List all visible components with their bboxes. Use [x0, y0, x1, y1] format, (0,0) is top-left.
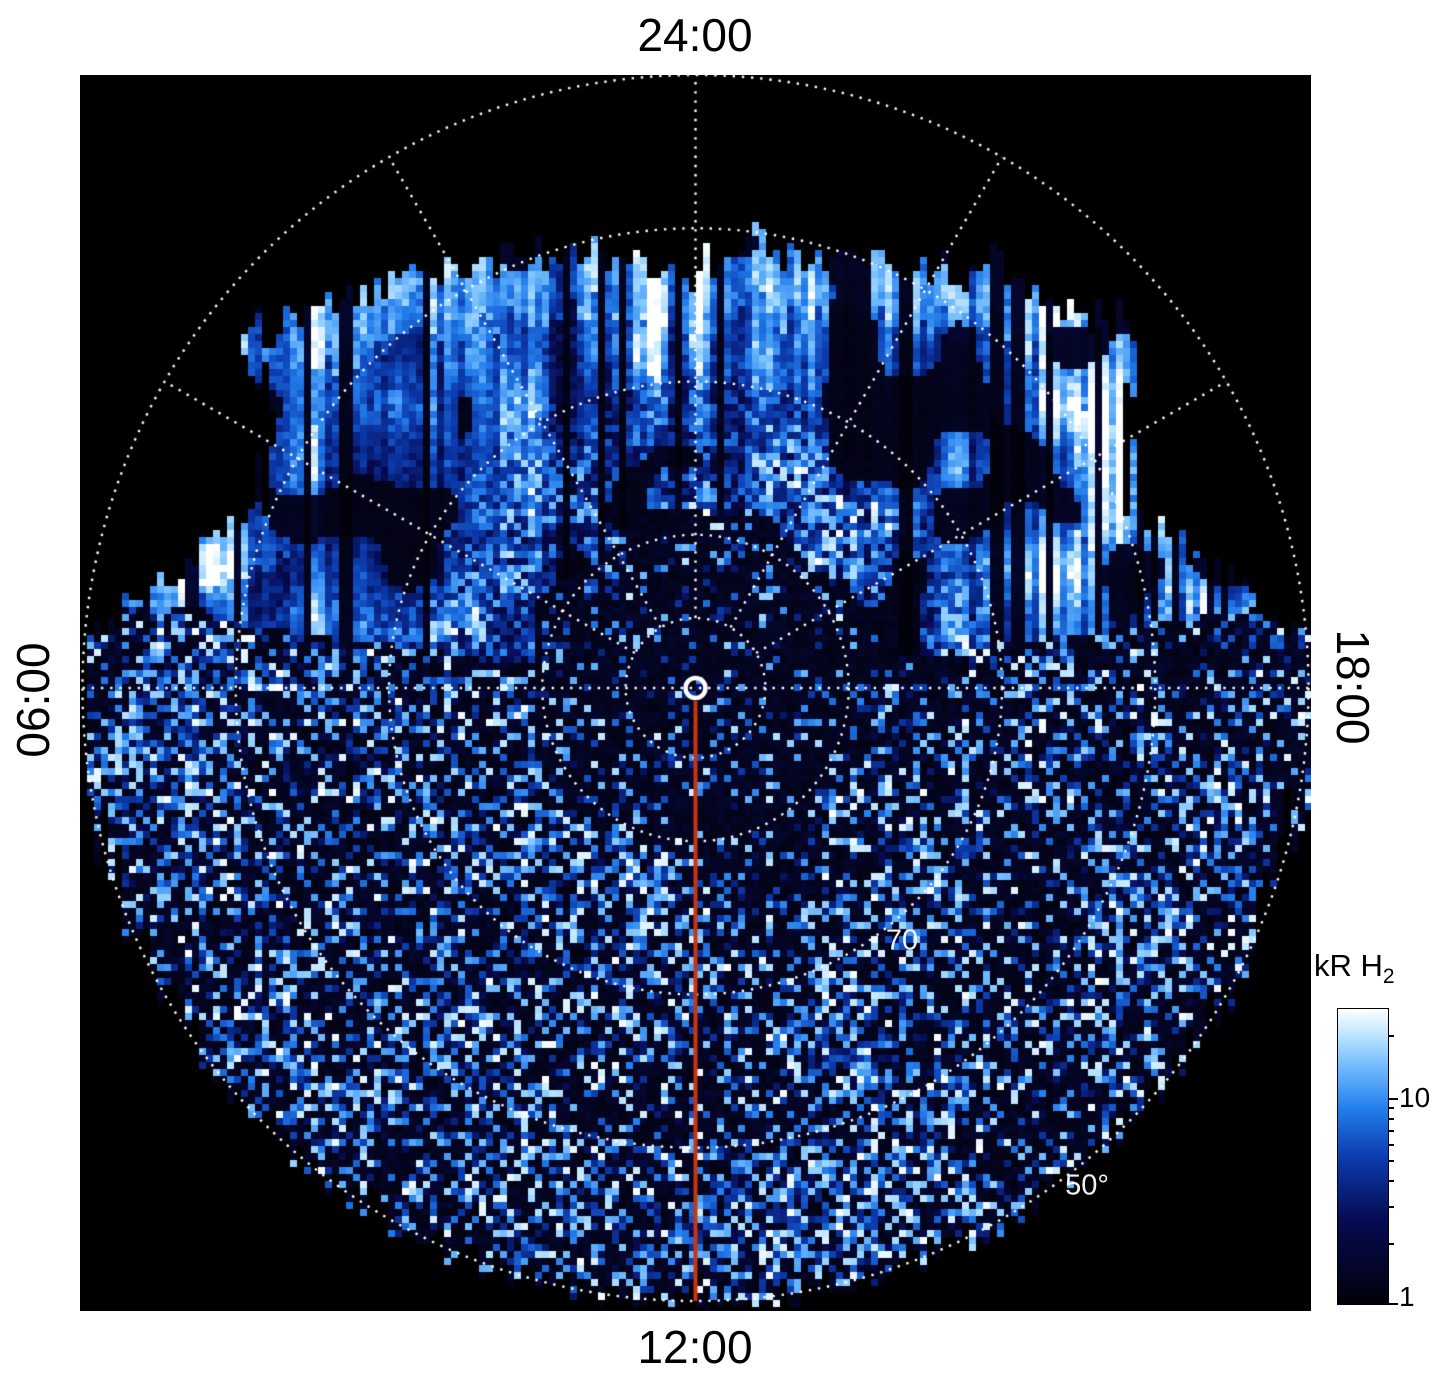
- colorbar-tick-label-1: 1: [1399, 1281, 1415, 1312]
- colorbar-tick: [1389, 1180, 1394, 1183]
- colorbar-tick: [1389, 1159, 1394, 1162]
- local-time-label-noon: 12:00: [637, 1321, 753, 1373]
- local-time-label-midnight: 24:00: [637, 9, 753, 61]
- colorbar-gradient: [1338, 1009, 1388, 1304]
- colorbar-title-sub: 2: [1382, 965, 1395, 989]
- latitude-ring-label-70: 70: [885, 924, 919, 957]
- local-time-label-dusk: 18:00: [1327, 629, 1379, 745]
- colorbar-tick: [1389, 1242, 1394, 1245]
- colorbar-tick: [1389, 1097, 1398, 1100]
- colorbar-tick: [1389, 1107, 1394, 1109]
- colorbar-title: kR H2: [1314, 948, 1395, 989]
- aurora-heatmap-canvas: [80, 75, 1311, 1311]
- colorbar-tick: [1389, 1206, 1394, 1208]
- colorbar-tick: [1389, 1303, 1398, 1305]
- colorbar-tick: [1389, 1117, 1394, 1120]
- polar-plot-area: 70 50°: [80, 75, 1311, 1311]
- colorbar-tick: [1389, 1035, 1394, 1038]
- local-time-label-dawn: 06:00: [7, 642, 59, 758]
- colorbar: [1337, 1008, 1389, 1305]
- colorbar-tick: [1389, 1129, 1394, 1132]
- colorbar-tick-label-10: 10: [1399, 1081, 1431, 1113]
- colorbar-tick: [1389, 1143, 1394, 1146]
- latitude-ring-label-50: 50°: [1065, 1169, 1109, 1202]
- colorbar-title-main: kR H: [1314, 948, 1383, 983]
